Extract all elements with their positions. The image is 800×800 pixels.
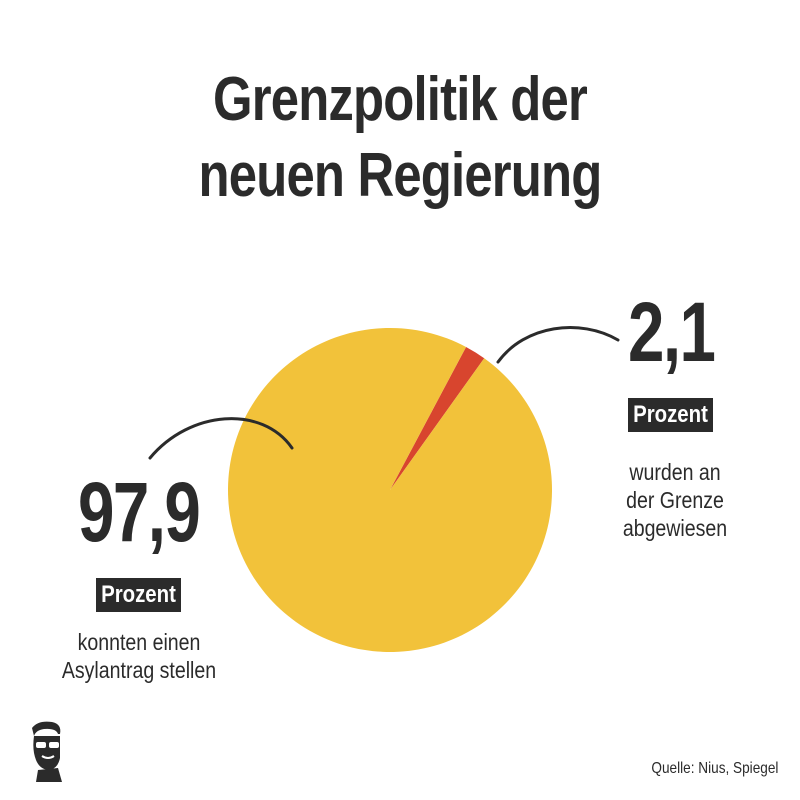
right-desc-line-1: wurden an [629, 459, 721, 485]
right-desc-line-3: abgewiesen [622, 515, 728, 541]
right-badge: Prozent [628, 398, 714, 432]
left-description: konnten einen Asylantrag stellen [58, 628, 220, 684]
left-badge: Prozent [96, 578, 182, 612]
right-value: 2,1 [628, 285, 716, 379]
leader-line-right [496, 326, 620, 364]
chart-title: Grenzpolitik der neuen Regierung [72, 62, 728, 214]
left-desc-line-1: konnten einen [77, 629, 201, 655]
person-with-sunglasses-icon [32, 721, 62, 782]
pie-slices [228, 328, 553, 652]
right-description: wurden an der Grenze abgewiesen [607, 458, 743, 542]
title-line-2: neuen Regierung [198, 141, 603, 210]
left-desc-line-2: Asylantrag stellen [61, 657, 217, 683]
right-desc-line-2: der Grenze [626, 487, 724, 513]
pie-slice-asylantrag [228, 328, 553, 652]
leader-line-left [148, 417, 294, 460]
left-value: 97,9 [78, 465, 201, 559]
pie-slice-abgewiesen [390, 346, 485, 490]
title-line-1: Grenzpolitik der [213, 65, 588, 134]
source-note: Quelle: Nius, Spiegel [650, 760, 778, 777]
